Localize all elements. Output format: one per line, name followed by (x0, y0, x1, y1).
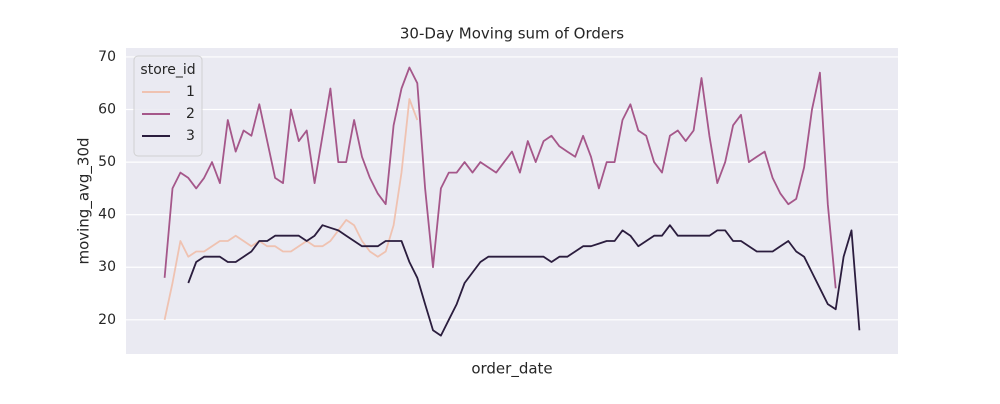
chart-title: 30-Day Moving sum of Orders (400, 25, 624, 43)
y-tick-label: 30 (98, 259, 116, 275)
x-axis-label: order_date (471, 360, 552, 379)
y-axis-label: moving_avg_30d (75, 137, 94, 264)
legend-box (133, 55, 203, 157)
plot-area (126, 48, 898, 354)
y-tick-label: 50 (98, 154, 116, 170)
legend: store_id 1 2 3 (133, 55, 203, 157)
legend-title: store_id (140, 62, 195, 78)
line-series (163, 66, 837, 289)
y-tick-label: 60 (98, 102, 116, 118)
legend-label: 3 (186, 128, 195, 144)
line-series (187, 224, 861, 337)
y-tick-label: 70 (98, 49, 116, 65)
y-tick-label: 40 (98, 207, 116, 223)
y-tick-label: 20 (98, 312, 116, 328)
legend-label: 1 (186, 84, 195, 100)
line-series (163, 98, 419, 320)
legend-label: 2 (186, 106, 195, 122)
